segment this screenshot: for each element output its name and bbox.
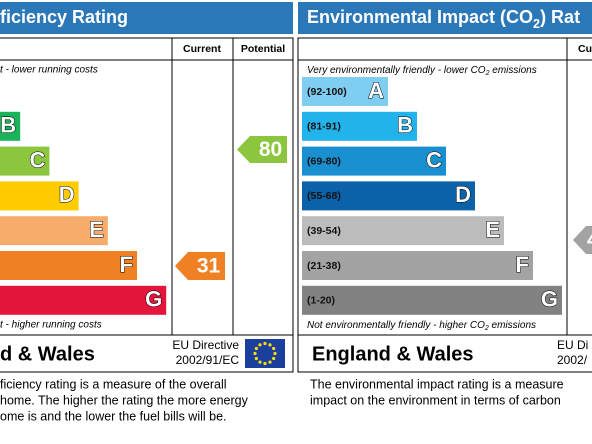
region: England & Wales — [312, 343, 474, 365]
rating-band — [302, 251, 533, 280]
current-rating-value: 4 — [587, 229, 592, 252]
eu-stars — [253, 341, 277, 366]
column-header: Potential — [241, 43, 285, 55]
current-rating — [573, 226, 592, 254]
column-header: Current — [183, 43, 221, 55]
top-note-part: emissions — [490, 65, 537, 76]
band-letter: E — [89, 217, 104, 242]
band-range: (55-68) — [307, 190, 341, 202]
description: ome is and the lower the fuel bills will… — [0, 409, 227, 423]
top-note: Very environmentally friendly - lower CO… — [307, 65, 537, 78]
description: ficiency rating is a measure of the over… — [0, 377, 227, 391]
top-note-part: Very environmentally friendly - lower CO — [307, 65, 486, 76]
band-range: (81-91) — [307, 121, 341, 133]
panel-frame — [0, 37, 294, 373]
rating-band — [302, 285, 562, 315]
rating-band — [302, 111, 417, 141]
band-range: (1-20) — [307, 295, 335, 307]
rating-band — [0, 181, 79, 211]
star — [254, 346, 258, 351]
panel-frame — [297, 37, 592, 373]
star — [268, 360, 272, 364]
title-bar — [298, 2, 592, 34]
bottom-note: t - higher running costs — [0, 320, 102, 331]
band-range: (69-80) — [307, 155, 341, 167]
band-letter: C — [426, 147, 442, 172]
rating-band — [0, 146, 50, 176]
star — [272, 356, 276, 361]
band-letter: B — [397, 113, 413, 138]
rating-band — [0, 111, 21, 141]
band-letter: A — [368, 78, 384, 103]
star — [263, 361, 267, 366]
star — [254, 356, 258, 361]
band-range: (92-100) — [307, 86, 347, 98]
rating-band — [302, 77, 388, 106]
bottom-note-part: Not environmentally friendly - higher CO — [307, 320, 485, 331]
rating-band — [0, 285, 167, 315]
star — [263, 341, 267, 346]
title-bar — [0, 2, 293, 34]
star — [258, 360, 262, 364]
bottom-note-part: 2 — [484, 325, 489, 332]
bottom-note-part: emissions — [489, 320, 536, 331]
directive: 2002/ — [557, 353, 588, 367]
region: d & Wales — [0, 343, 95, 365]
band-range: (39-54) — [307, 225, 341, 237]
current-rating-value: 31 — [197, 255, 221, 278]
star — [272, 346, 276, 351]
current-rating — [175, 252, 225, 280]
band-letter: F — [120, 252, 133, 277]
panel-title: ficiency Rating — [0, 7, 128, 27]
star — [258, 343, 262, 347]
directive: EU Di — [557, 338, 588, 352]
bottom-note: Not environmentally friendly - higher CO… — [307, 320, 536, 333]
band-letter: D — [455, 182, 471, 207]
panel-title-part: Environmental Impact (CO — [307, 7, 533, 27]
top-note-part: 2 — [485, 70, 490, 77]
panel-title-part: 2 — [533, 17, 540, 31]
star — [273, 351, 277, 356]
directive: EU Directive — [172, 338, 239, 352]
band-letter: D — [59, 182, 75, 207]
band-letter: B — [0, 113, 16, 138]
directive: 2002/91/EC — [176, 353, 240, 367]
description: The environmental impact rating is a mea… — [310, 377, 564, 391]
star — [253, 351, 257, 356]
potential-rating — [237, 136, 287, 163]
rating-band — [0, 251, 137, 280]
rating-band — [302, 181, 475, 211]
top-note: t - lower running costs — [0, 65, 98, 76]
rating-band — [302, 146, 446, 176]
description: home. The higher the rating the more ene… — [0, 393, 249, 407]
panel-title-part: ) Rat — [540, 7, 580, 27]
band-range: (21-38) — [307, 260, 341, 272]
column-header: Cu — [578, 43, 592, 55]
description: impact on the environment in terms of ca… — [310, 393, 561, 407]
rating-band — [302, 216, 504, 246]
rating-band — [0, 216, 108, 246]
content: ficiency Rating Current Potential t - lower… — [0, 2, 592, 423]
band-letter: G — [541, 287, 558, 312]
star — [268, 343, 272, 347]
band-letter: G — [145, 287, 162, 312]
band-letter: C — [30, 147, 46, 172]
panel-title: Environmental Impact (CO2) Rat — [307, 7, 580, 32]
band-letter: E — [485, 217, 500, 242]
band-letter: F — [516, 252, 529, 277]
potential-rating-value: 80 — [259, 138, 282, 161]
